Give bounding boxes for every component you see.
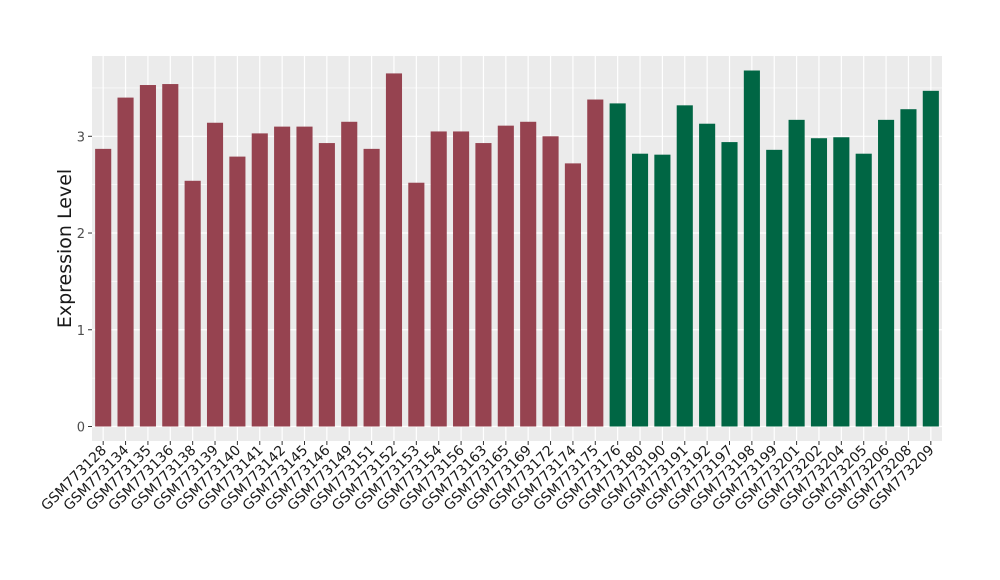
bar-GSM773175 <box>587 99 604 427</box>
bar-GSM773172 <box>542 136 559 427</box>
bar-GSM773176 <box>609 103 626 427</box>
bar-GSM773204 <box>833 137 850 427</box>
bar-GSM773149 <box>341 121 358 427</box>
bar-GSM773199 <box>766 149 783 427</box>
bar-GSM773138 <box>184 180 201 427</box>
bar-GSM773139 <box>206 122 224 427</box>
bar-GSM773134 <box>117 97 134 427</box>
y-axis: 0 1 2 3 <box>77 130 92 435</box>
y-tick-label: 2 <box>77 227 85 242</box>
bar-GSM773142 <box>274 126 291 427</box>
bar-GSM773208 <box>900 109 917 427</box>
bar-GSM773165 <box>497 125 514 427</box>
bar-GSM773136 <box>162 84 179 427</box>
bar-GSM773192 <box>699 123 716 427</box>
y-tick-label: 1 <box>77 324 85 339</box>
bar-GSM773198 <box>743 70 760 427</box>
bar-GSM773135 <box>139 85 156 427</box>
bar-GSM773174 <box>564 163 581 427</box>
bar-GSM773202 <box>810 138 828 427</box>
bar-GSM773154 <box>430 131 447 427</box>
y-axis-title: Expression Level <box>54 169 76 328</box>
bar-GSM773197 <box>721 142 738 427</box>
bar-GSM773163 <box>475 143 492 427</box>
bar-GSM773146 <box>318 143 335 427</box>
bar-GSM773152 <box>385 73 403 427</box>
bar-GSM773209 <box>922 90 939 427</box>
bar-GSM773190 <box>654 154 671 427</box>
bar-GSM773156 <box>453 131 470 427</box>
bar-GSM773141 <box>251 133 268 427</box>
bar-GSM773205 <box>855 153 872 427</box>
bar-GSM773191 <box>676 105 693 427</box>
y-tick-label: 3 <box>77 130 85 145</box>
bar-GSM773206 <box>878 119 895 427</box>
bar-GSM773201 <box>788 119 805 427</box>
x-axis: GSM773128GSM773134GSM773135GSM773136GSM7… <box>38 441 938 514</box>
bar-GSM773145 <box>296 126 313 427</box>
bars <box>95 70 939 427</box>
bar-GSM773140 <box>229 156 246 427</box>
bar-GSM773128 <box>95 148 112 427</box>
bar-GSM773151 <box>363 148 380 427</box>
bar-GSM773169 <box>520 121 537 427</box>
y-tick-label: 0 <box>77 420 85 435</box>
bar-GSM773180 <box>631 153 649 427</box>
bar-GSM773153 <box>408 182 425 427</box>
